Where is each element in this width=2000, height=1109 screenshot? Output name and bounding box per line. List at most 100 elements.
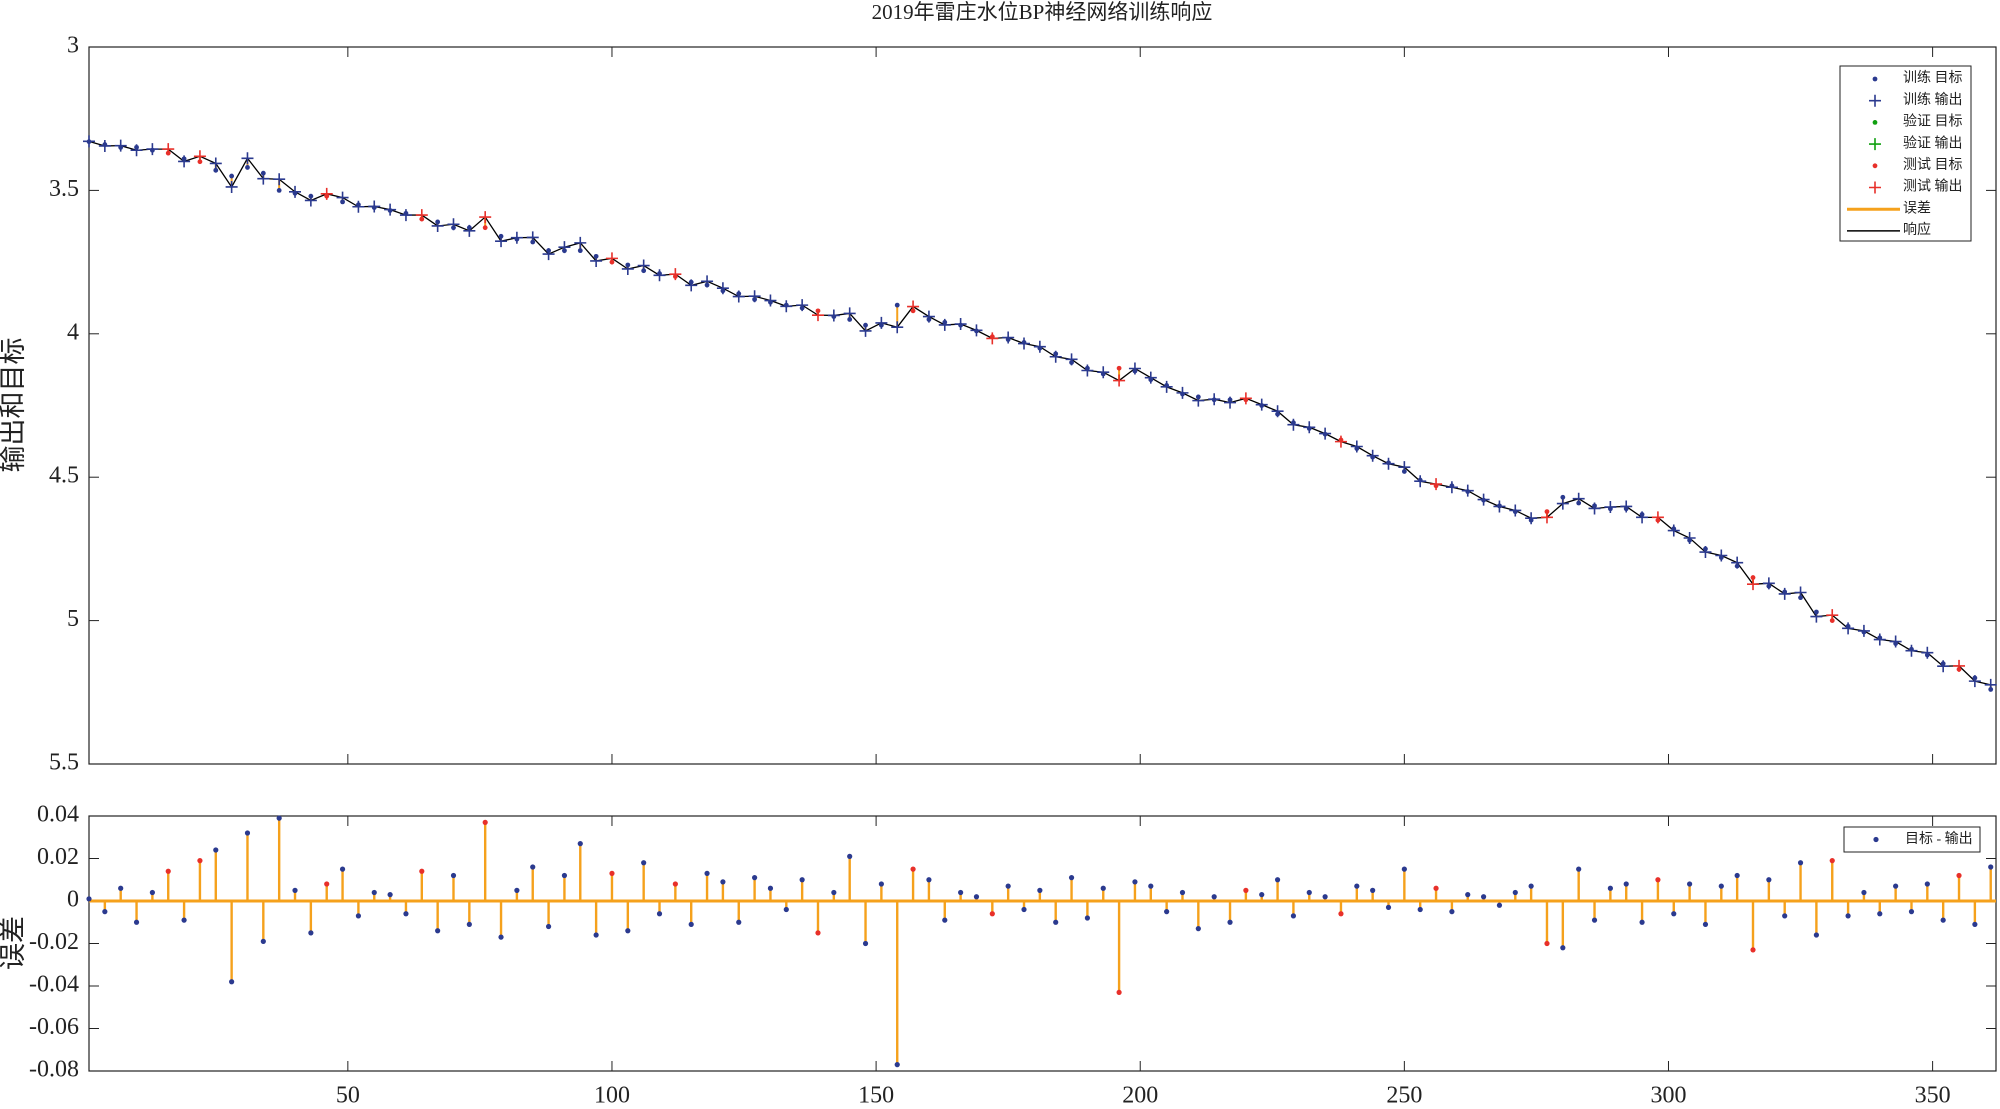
output-plus <box>1097 366 1110 379</box>
error-dot <box>181 917 187 923</box>
output-plus <box>1604 501 1617 514</box>
target-dot <box>577 248 583 254</box>
output-plus <box>1002 331 1015 344</box>
error-dot <box>894 1062 900 1068</box>
output-plus <box>1572 492 1585 505</box>
error-dot <box>1797 860 1804 866</box>
error-dot <box>1766 877 1772 883</box>
output-plus <box>241 152 254 165</box>
error-dot <box>831 889 837 896</box>
output-plus <box>1018 337 1031 350</box>
output-plus <box>1556 497 1569 510</box>
error-axes <box>88 815 1997 1072</box>
output-plus <box>542 248 555 261</box>
output-plus <box>178 155 191 168</box>
error-dot <box>1259 892 1265 898</box>
x-tick-label: 150 <box>858 1083 894 1109</box>
error-dot <box>926 877 932 883</box>
error-dot <box>1132 879 1138 885</box>
error-dot <box>1655 877 1661 883</box>
output-plus <box>1525 512 1538 525</box>
error-dot <box>1750 947 1756 953</box>
output-plus <box>1921 646 1934 659</box>
output-plus <box>653 269 666 282</box>
error-dot <box>450 872 457 879</box>
output-plus <box>574 236 587 249</box>
output-plus <box>1636 511 1649 524</box>
output-plus <box>1810 610 1823 623</box>
error-dot <box>387 892 393 898</box>
legend-label: 测试 输出 <box>1903 179 1963 195</box>
output-plus <box>1857 624 1870 637</box>
output-plus <box>748 290 761 303</box>
output-plus <box>859 324 872 337</box>
target-dot <box>213 167 219 173</box>
main-axes <box>88 46 1997 765</box>
output-plus <box>368 200 381 213</box>
error-dot <box>1496 902 1503 908</box>
y-tick-label: -0.08 <box>29 1057 79 1083</box>
output-plus <box>954 318 967 331</box>
output-plus <box>1081 364 1094 377</box>
error-dot <box>799 877 805 883</box>
output-plus <box>1794 586 1807 599</box>
legend-label: 响应 <box>1903 221 1931 238</box>
output-plus <box>891 321 904 334</box>
output-plus <box>796 299 809 312</box>
target-dot <box>1560 494 1566 500</box>
error-dot <box>1480 894 1487 900</box>
output-plus <box>98 139 111 152</box>
y-axis-label: 输出和目标 <box>0 338 28 473</box>
error-dot <box>1734 872 1740 879</box>
error-dot <box>435 928 441 934</box>
error-dot <box>942 917 948 923</box>
output-plus <box>114 139 127 152</box>
output-plus <box>510 231 523 244</box>
output-plus <box>146 143 159 156</box>
error-dot <box>308 930 314 936</box>
y-tick-label: 5 <box>67 606 79 632</box>
error-dot <box>1718 883 1724 889</box>
error-dot <box>1591 917 1598 923</box>
output-plus <box>352 200 365 213</box>
y-tick-label: 0 <box>67 887 79 913</box>
error-dot <box>1528 883 1534 889</box>
error-dot <box>1322 894 1328 900</box>
error-dot <box>641 860 647 866</box>
error-dot <box>1813 932 1819 938</box>
error-dot <box>1068 875 1075 881</box>
error-dot <box>419 868 425 874</box>
error-dot <box>403 911 409 917</box>
error-dot <box>1164 909 1170 915</box>
error-dot <box>736 919 742 925</box>
target-dot <box>229 173 235 179</box>
error-dot <box>1972 921 1978 927</box>
error-dot <box>958 889 964 896</box>
legend-label: 训练 目标 <box>1903 70 1963 86</box>
output-plus <box>621 262 634 275</box>
error-dot <box>593 932 599 938</box>
output-plus <box>130 144 143 157</box>
error-dot <box>625 928 631 934</box>
output-plus <box>669 268 682 281</box>
error-dot <box>1274 877 1281 883</box>
output-plus <box>1968 675 1981 688</box>
output-plus <box>1303 421 1316 434</box>
error-dot <box>1385 904 1392 910</box>
output-plus <box>399 209 412 222</box>
output-plus <box>1350 440 1363 453</box>
target-dot <box>894 302 900 308</box>
output-plus <box>1271 405 1284 418</box>
output-plus <box>827 309 840 322</box>
output-plus <box>780 300 793 313</box>
error-dot <box>1845 913 1851 919</box>
error-dot <box>1988 864 1994 870</box>
y-tick-label: 3.5 <box>49 176 79 202</box>
output-plus <box>1176 386 1189 399</box>
legend-label: 验证 目标 <box>1903 114 1963 130</box>
error-dot <box>1338 911 1344 917</box>
error-dot <box>1908 909 1915 915</box>
output-plus <box>1683 532 1696 545</box>
output-plus <box>1509 504 1522 517</box>
